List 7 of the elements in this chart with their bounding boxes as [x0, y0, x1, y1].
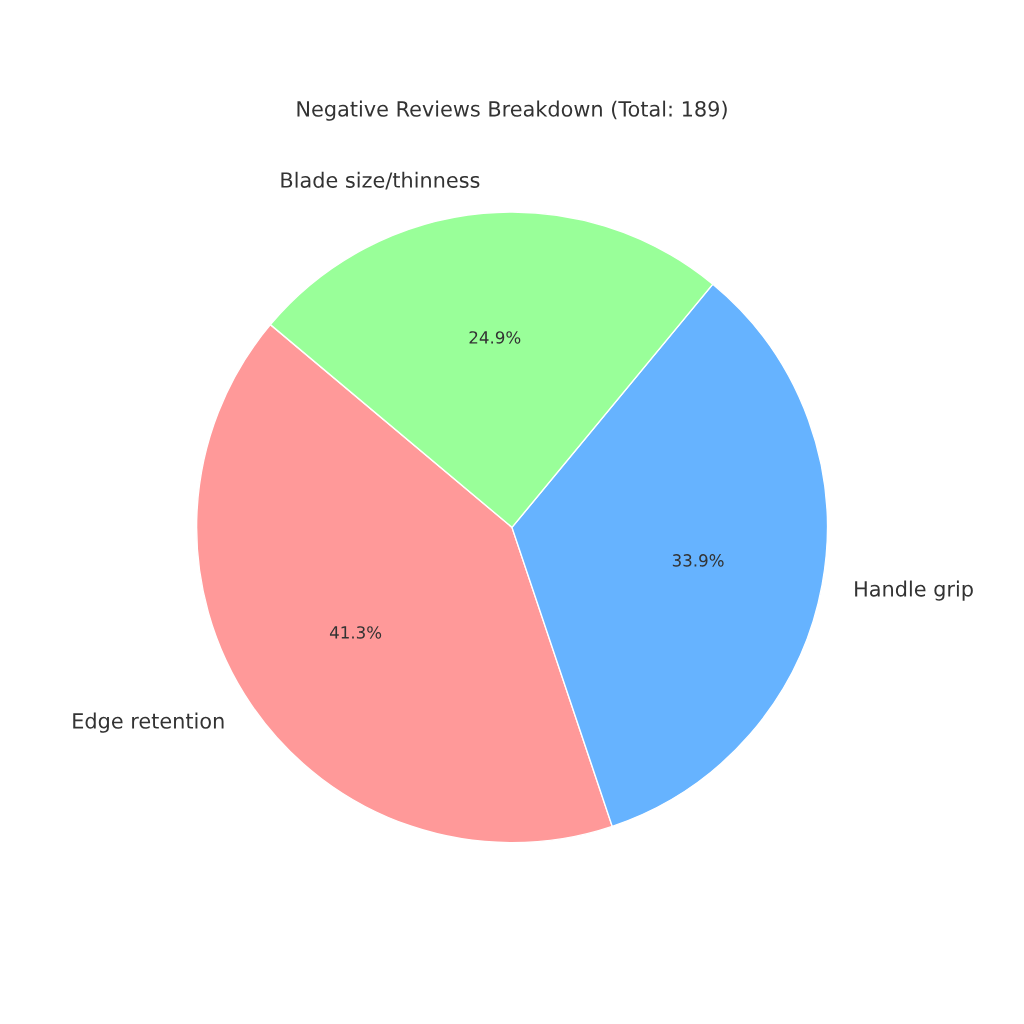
data-label: 24.9% — [469, 331, 521, 344]
slice-label: Edge retention — [73, 712, 224, 733]
slice-label: Blade size/thinness — [281, 171, 480, 190]
data-label: 41.3% — [329, 626, 382, 639]
slice-label: Handle grip — [855, 580, 973, 601]
chart-title: Negative Reviews Breakdown (Total: 189) — [297, 100, 727, 121]
data-label: 33.9% — [672, 554, 724, 567]
